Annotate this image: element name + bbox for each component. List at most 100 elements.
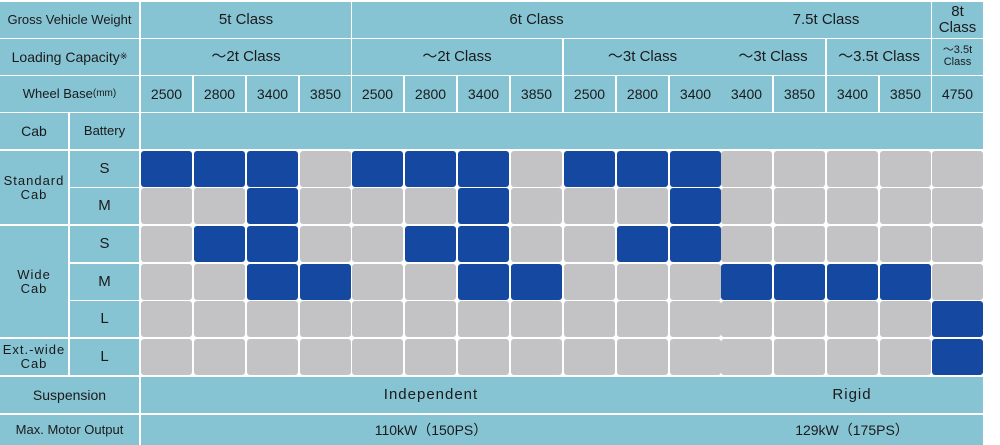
wheelbase-value: 3400 [670,76,721,112]
unavailable-cell [511,188,562,224]
footnote-mark: ※ [119,51,128,62]
unavailable-cell [827,151,878,187]
available-cell [458,226,509,262]
unavailable-cell [511,339,562,375]
unavailable-cell [405,301,456,337]
unavailable-cell [511,301,562,337]
available-cell [721,264,772,300]
unavailable-cell [617,339,668,375]
suspension-label: Suspension [0,377,139,413]
unavailable-cell [564,264,615,300]
unavailable-cell [352,301,403,337]
wheelbase-value: 4750 [932,76,983,112]
unavailable-cell [352,264,403,300]
available-cell [617,151,668,187]
gvw-label: Gross Vehicle Weight [0,2,139,38]
unavailable-cell [617,264,668,300]
unavailable-cell [352,188,403,224]
unavailable-cell [827,188,878,224]
unavailable-cell [670,339,721,375]
available-cell [774,264,825,300]
unavailable-cell [300,301,351,337]
available-cell [564,151,615,187]
unavailable-cell [774,339,825,375]
unavailable-cell [617,188,668,224]
wheelbase-unit: (mm) [92,87,117,99]
gvw-class: 7.5t Class [721,2,931,38]
unavailable-cell [300,339,351,375]
wheelbase-value: 2800 [405,76,456,112]
wheelbase-value: 2800 [194,76,245,112]
motor-output-label: Max. Motor Output [0,415,139,445]
available-cell [670,151,721,187]
loading-class: ～3t Class [564,39,721,75]
suspension-value: Rigid [721,377,983,413]
available-cell [932,339,983,375]
unavailable-cell [932,264,983,300]
wheelbase-value: 3850 [880,76,931,112]
unavailable-cell [141,264,192,300]
unavailable-cell [670,301,721,337]
unavailable-cell [617,301,668,337]
available-cell [932,301,983,337]
unavailable-cell [774,226,825,262]
battery-label: L [70,339,139,375]
unavailable-cell [194,264,245,300]
wheelbase-value: 3850 [774,76,825,112]
available-cell [300,264,351,300]
unavailable-cell [194,188,245,224]
unavailable-cell [405,339,456,375]
cab-type-label: Ext.-wide Cab [0,339,68,375]
wheelbase-value: 3400 [827,76,878,112]
cab-type-label: Standard Cab [0,151,68,224]
wheelbase-value: 2800 [617,76,668,112]
available-cell [141,151,192,187]
unavailable-cell [721,339,772,375]
unavailable-cell [880,188,931,224]
unavailable-cell [721,188,772,224]
unavailable-cell [300,151,351,187]
unavailable-cell [405,188,456,224]
battery-label: L [70,301,139,337]
unavailable-cell [880,226,931,262]
unavailable-cell [405,264,456,300]
available-cell [458,264,509,300]
unavailable-cell [932,151,983,187]
gvw-class: 8t Class [932,2,983,38]
available-cell [511,264,562,300]
unavailable-cell [511,226,562,262]
unavailable-cell [827,226,878,262]
loading-class: ～3t Class [721,39,825,75]
unavailable-cell [721,151,772,187]
unavailable-cell [194,301,245,337]
unavailable-cell [564,226,615,262]
available-cell [405,151,456,187]
header-spacer [141,113,983,149]
unavailable-cell [721,226,772,262]
battery-label: S [70,151,139,187]
available-cell [827,264,878,300]
cab-type-label: Wide Cab [0,226,68,337]
loading-class: ～2t Class [352,39,562,75]
wheelbase-value: 3400 [247,76,298,112]
available-cell [617,226,668,262]
available-cell [194,151,245,187]
unavailable-cell [247,301,298,337]
motor-output-value: 129kW（175PS） [721,415,983,445]
gvw-class: 6t Class [352,2,721,38]
available-cell [247,151,298,187]
battery-label: S [70,226,139,262]
unavailable-cell [141,226,192,262]
unavailable-cell [511,151,562,187]
unavailable-cell [300,226,351,262]
unavailable-cell [300,188,351,224]
unavailable-cell [141,188,192,224]
unavailable-cell [827,339,878,375]
available-cell [670,188,721,224]
available-cell [194,226,245,262]
available-cell [880,264,931,300]
unavailable-cell [564,188,615,224]
motor-output-value: 110kW（150PS） [141,415,721,445]
unavailable-cell [458,301,509,337]
unavailable-cell [774,301,825,337]
